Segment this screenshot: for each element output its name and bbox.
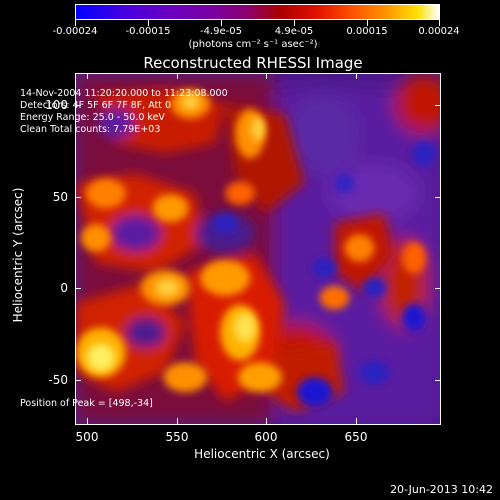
colorbar-tick	[148, 20, 149, 26]
y-tick	[75, 197, 81, 198]
detectors-text: Detectors: 4F 5F 6F 7F 8F, Att 0	[20, 100, 172, 111]
colorbar-tick-label: -0.00015	[125, 26, 171, 37]
y-tick	[435, 105, 441, 106]
y-tick	[75, 380, 81, 381]
y-tick	[75, 105, 81, 106]
x-tick	[266, 73, 267, 79]
x-tick	[356, 418, 357, 424]
y-tick	[435, 197, 441, 198]
colorbar-units: (photons cm⁻² s⁻¹ asec⁻²)	[188, 39, 318, 50]
colorbar-tick-label: -4.9e-05	[200, 26, 242, 37]
x-tick-label: 550	[165, 430, 189, 444]
colorbar	[75, 4, 440, 20]
y-tick-label: 0	[60, 281, 68, 295]
colorbar-gradient	[76, 5, 439, 19]
x-tick	[177, 418, 178, 424]
y-axis-label: Heliocentric Y (arcsec)	[11, 187, 25, 323]
colorbar-tick-label: 0.00015	[346, 26, 388, 37]
colorbar-tick-label: 0.00024	[418, 26, 460, 37]
colorbar-tick	[367, 20, 368, 26]
colorbar-tick	[75, 20, 76, 26]
peak-position-text: Position of Peak = [498,-34]	[20, 398, 153, 409]
x-tick	[356, 73, 357, 79]
x-tick-label: 500	[75, 430, 99, 444]
x-tick	[87, 418, 88, 424]
colorbar-tick	[294, 20, 295, 26]
colorbar-tick-label: -0.00024	[52, 26, 98, 37]
y-tick	[75, 288, 81, 289]
y-tick-label: 100	[45, 98, 68, 112]
method-counts-text: Clean Total counts: 7.79E+03	[20, 124, 161, 135]
x-tick	[177, 73, 178, 79]
x-axis-label: Heliocentric X (arcsec)	[194, 447, 330, 461]
x-tick-label: 600	[254, 430, 278, 444]
x-tick	[87, 73, 88, 79]
y-tick	[435, 288, 441, 289]
time-range-text: 14-Nov-2004 11:20:20.000 to 11:23:08.000	[20, 88, 228, 99]
colorbar-tick-label: 4.9e-05	[274, 26, 314, 37]
colorbar-tick	[439, 20, 440, 26]
heatmap-image	[76, 74, 440, 424]
image-plot	[75, 73, 441, 425]
y-tick-label: 50	[52, 190, 68, 204]
colorbar-tick	[221, 20, 222, 26]
date-stamp: 20-Jun-2013 10:42	[390, 483, 493, 496]
y-tick	[435, 380, 441, 381]
y-tick-label: -50	[48, 373, 68, 387]
plot-title: Reconstructed RHESSI Image	[143, 54, 363, 72]
x-tick-label: 650	[344, 430, 368, 444]
energy-range-text: Energy Range: 25.0 - 50.0 keV	[20, 112, 165, 123]
x-tick	[266, 418, 267, 424]
